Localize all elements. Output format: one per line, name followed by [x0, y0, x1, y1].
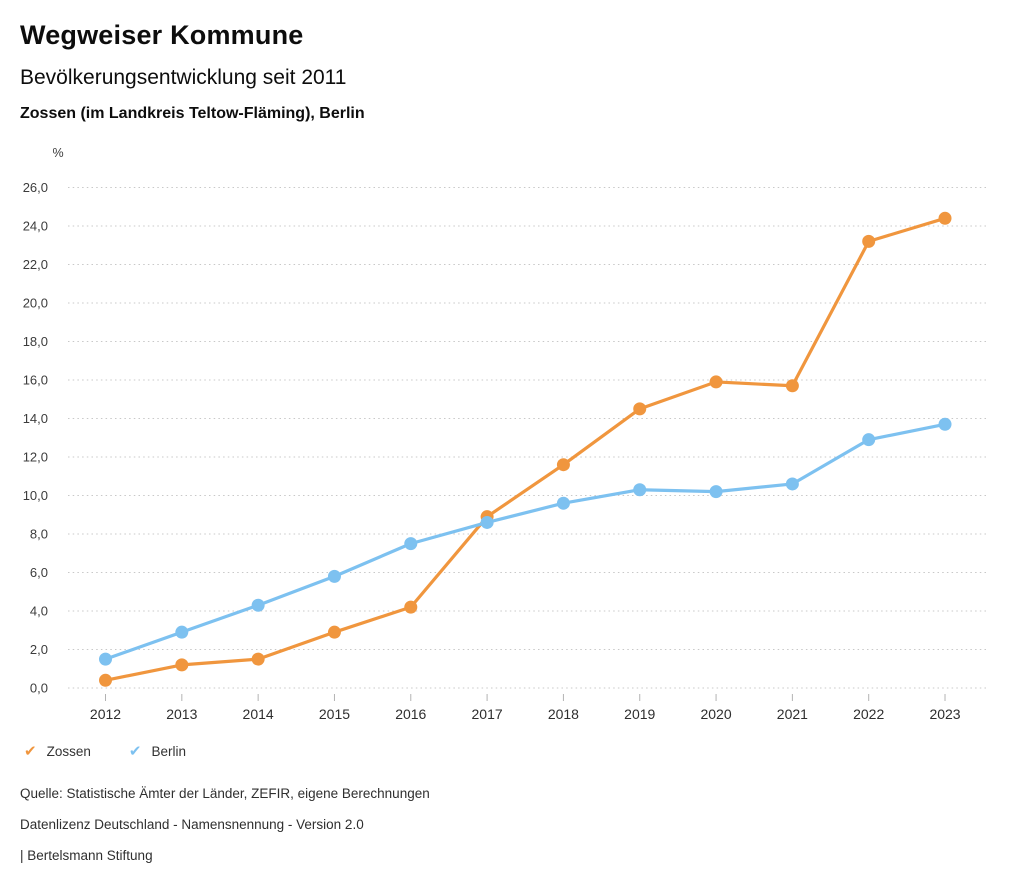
chart-title: Bevölkerungsentwicklung seit 2011: [20, 66, 347, 89]
data-point-zossen-2014[interactable]: [251, 652, 265, 666]
data-point-berlin-2018[interactable]: [556, 496, 570, 510]
data-point-berlin-2020[interactable]: [709, 485, 723, 499]
x-tick-label: 2014: [243, 706, 274, 722]
x-tick-label: 2021: [777, 706, 808, 722]
data-point-berlin-2017[interactable]: [480, 515, 494, 529]
source-note: Quelle: Statistische Ämter der Länder, Z…: [20, 786, 430, 801]
data-point-zossen-2016[interactable]: [404, 600, 418, 614]
x-tick-label: 2019: [624, 706, 655, 722]
y-axis-unit-label: %: [52, 146, 63, 160]
data-point-berlin-2022[interactable]: [862, 433, 876, 447]
data-point-zossen-2021[interactable]: [785, 379, 799, 393]
x-tick-label: 2018: [548, 706, 579, 722]
data-point-zossen-2018[interactable]: [556, 458, 570, 472]
population-line-chart: % 0,0 2,0 4,0 6,0 8,0 10,0 12,0 14,0 16,0 18,0 20,0…: [23, 146, 989, 722]
data-point-zossen-2020[interactable]: [709, 375, 723, 389]
chart-legend: ✔ Zossen ✔ Berlin: [24, 744, 186, 759]
y-tick-label: 0,0: [30, 681, 48, 696]
y-tick-label: 6,0: [30, 565, 48, 580]
y-tick-label: 20,0: [23, 296, 48, 311]
data-point-zossen-2013[interactable]: [175, 658, 189, 672]
data-point-berlin-2019[interactable]: [633, 483, 647, 497]
x-tick-label: 2012: [90, 706, 121, 722]
legend-item-zossen[interactable]: ✔ Zossen: [24, 744, 91, 759]
data-point-berlin-2021[interactable]: [785, 477, 799, 491]
region-subtitle: Zossen (im Landkreis Teltow-Fläming), Be…: [20, 105, 365, 122]
x-tick-label: 2017: [472, 706, 503, 722]
y-tick-label: 12,0: [23, 450, 48, 465]
license-note: Datenlizenz Deutschland - Namensnennung …: [20, 817, 364, 832]
x-tick-label: 2013: [166, 706, 197, 722]
data-point-berlin-2014[interactable]: [251, 598, 265, 612]
y-tick-label: 16,0: [23, 373, 48, 388]
y-tick-label: 18,0: [23, 334, 48, 349]
x-tick-label: 2023: [929, 706, 960, 722]
legend-label: Zossen: [46, 744, 91, 759]
data-point-zossen-2015[interactable]: [327, 625, 341, 639]
app-title: Wegweiser Kommune: [20, 20, 304, 50]
y-tick-label: 26,0: [23, 180, 48, 195]
data-point-berlin-2015[interactable]: [327, 569, 341, 583]
data-point-zossen-2022[interactable]: [862, 234, 876, 248]
y-tick-label: 2,0: [30, 642, 48, 657]
legend-label: Berlin: [151, 744, 186, 759]
series-line-zossen: [103, 216, 947, 682]
y-tick-label: 22,0: [23, 257, 48, 272]
data-point-berlin-2016[interactable]: [404, 537, 418, 551]
x-tick-label: 2016: [395, 706, 426, 722]
x-tick-label: 2020: [700, 706, 731, 722]
series-line-berlin: [103, 422, 947, 661]
y-tick-label: 8,0: [30, 527, 48, 542]
data-point-zossen-2012[interactable]: [99, 673, 112, 687]
x-tick-label: 2015: [319, 706, 350, 722]
y-tick-label: 4,0: [30, 604, 48, 619]
y-tick-label: 24,0: [23, 219, 48, 234]
check-icon: ✔: [128, 743, 142, 760]
data-point-zossen-2023[interactable]: [938, 211, 952, 225]
attribution-note: | Bertelsmann Stiftung: [20, 848, 153, 863]
y-tick-label: 10,0: [23, 488, 48, 503]
check-icon: ✔: [24, 743, 37, 760]
y-tick-label: 14,0: [23, 411, 48, 426]
data-point-zossen-2019[interactable]: [633, 402, 647, 416]
data-point-berlin-2023[interactable]: [938, 417, 952, 431]
data-point-berlin-2012[interactable]: [99, 652, 112, 666]
legend-item-berlin[interactable]: ✔ Berlin: [129, 744, 186, 759]
data-point-berlin-2013[interactable]: [175, 625, 189, 639]
x-tick-label: 2022: [853, 706, 884, 722]
